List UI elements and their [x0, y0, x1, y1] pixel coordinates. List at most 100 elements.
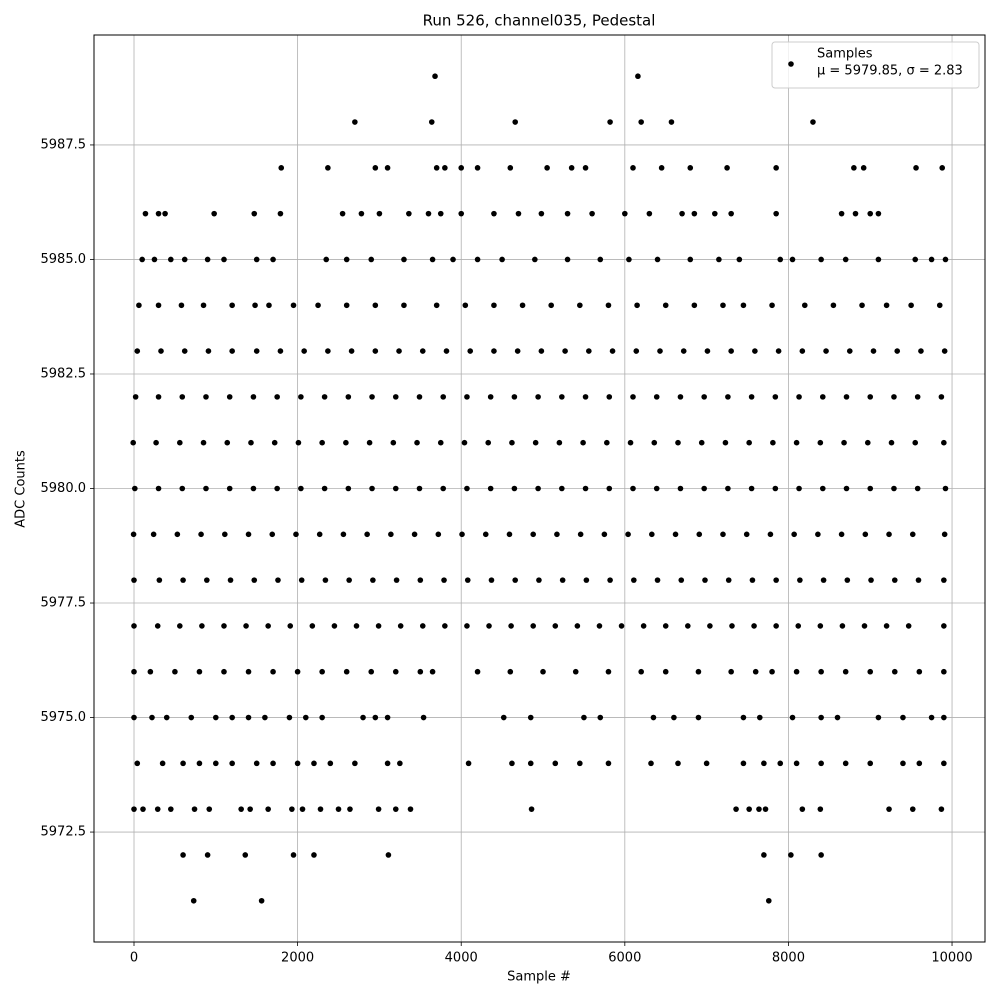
point — [435, 531, 442, 538]
point — [728, 210, 734, 217]
point — [554, 531, 560, 538]
point — [294, 760, 301, 767]
point — [761, 760, 767, 767]
point — [601, 531, 608, 538]
point — [583, 577, 590, 583]
point — [756, 714, 763, 721]
y-axis-label: ADC Counts — [14, 450, 29, 528]
point — [396, 348, 402, 354]
point — [630, 394, 636, 400]
point — [179, 394, 186, 400]
point — [678, 577, 685, 583]
point — [512, 577, 519, 583]
point — [527, 760, 534, 767]
point — [428, 119, 435, 125]
point — [238, 806, 244, 812]
y-tick-label: 5980.0 — [41, 481, 87, 496]
point — [606, 394, 613, 400]
point — [596, 623, 603, 629]
point — [586, 348, 592, 354]
point — [221, 256, 227, 263]
point — [891, 577, 898, 583]
point — [140, 806, 146, 812]
point — [290, 852, 297, 858]
point — [799, 806, 806, 812]
point — [577, 302, 583, 309]
point — [733, 806, 739, 812]
point — [572, 668, 579, 675]
point — [317, 806, 324, 812]
point — [271, 439, 278, 446]
point — [941, 577, 947, 583]
point — [740, 760, 747, 767]
legend: Samples μ = 5979.85, σ = 2.83 — [771, 41, 980, 89]
point — [429, 256, 436, 263]
point — [842, 760, 849, 767]
point — [514, 348, 521, 354]
y-tick-label: 5977.5 — [41, 596, 87, 611]
point — [675, 760, 681, 767]
point — [302, 714, 309, 721]
point — [419, 348, 426, 354]
point — [597, 714, 604, 721]
point — [916, 668, 923, 675]
point — [458, 165, 465, 171]
point — [810, 119, 816, 125]
point — [229, 348, 235, 354]
point — [474, 165, 481, 171]
point — [372, 302, 379, 309]
point — [311, 760, 317, 767]
point — [364, 531, 370, 538]
y-tick-label: 5987.5 — [41, 137, 87, 152]
point — [199, 623, 205, 629]
point — [226, 485, 233, 492]
point — [206, 806, 213, 812]
point — [762, 806, 769, 812]
point — [662, 668, 669, 675]
point — [605, 668, 612, 675]
point — [819, 394, 826, 400]
point — [559, 394, 565, 400]
point — [818, 714, 824, 721]
point — [376, 210, 383, 217]
point — [301, 348, 307, 354]
point — [703, 760, 710, 767]
point — [142, 210, 149, 217]
point — [149, 714, 155, 721]
point — [211, 210, 217, 217]
point — [154, 806, 161, 812]
point — [293, 531, 299, 538]
y-tick-label: 5982.5 — [41, 366, 87, 381]
point — [870, 348, 877, 354]
point — [509, 760, 515, 767]
point — [437, 210, 444, 217]
point — [178, 302, 185, 309]
point — [198, 531, 204, 538]
point — [397, 760, 403, 767]
point — [258, 897, 265, 904]
point — [769, 668, 775, 675]
point — [372, 714, 379, 721]
point — [205, 348, 212, 354]
point — [861, 623, 868, 629]
point — [769, 302, 775, 309]
point — [325, 165, 331, 171]
point — [343, 668, 350, 675]
point — [773, 577, 779, 583]
point — [204, 577, 210, 583]
point — [229, 302, 235, 309]
point — [442, 165, 448, 171]
point — [843, 485, 850, 492]
point — [941, 439, 947, 446]
grid — [94, 35, 985, 942]
x-tick-label: 10000 — [931, 951, 972, 966]
point — [347, 806, 353, 812]
point — [289, 806, 295, 812]
point — [245, 668, 252, 675]
point — [698, 439, 705, 446]
point — [797, 577, 803, 583]
point — [834, 714, 841, 721]
point — [552, 623, 559, 629]
point — [756, 806, 762, 812]
